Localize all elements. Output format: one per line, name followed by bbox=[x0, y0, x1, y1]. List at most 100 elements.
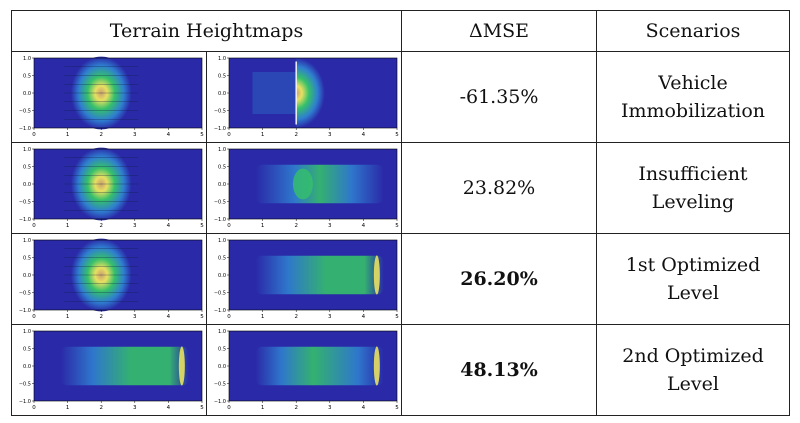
svg-text:0.0: 0.0 bbox=[218, 91, 226, 97]
svg-text:5: 5 bbox=[200, 314, 204, 320]
svg-text:4: 4 bbox=[167, 314, 171, 320]
scenario-label: Vehicle Immobilization bbox=[596, 51, 790, 143]
svg-text:0: 0 bbox=[32, 314, 36, 320]
svg-text:0.0: 0.0 bbox=[23, 182, 31, 188]
svg-text:3: 3 bbox=[133, 132, 137, 138]
mse-value: 48.13% bbox=[401, 324, 597, 416]
header-mse: ΔMSE bbox=[401, 10, 597, 52]
scenario-label: 2nd Optimized Level bbox=[596, 324, 790, 416]
svg-text:−0.5: −0.5 bbox=[19, 291, 31, 297]
svg-text:2: 2 bbox=[99, 314, 103, 320]
mse-value: -61.35% bbox=[401, 51, 597, 143]
heightmap-plot-result: 0 1 2 3 4 5 1.0 0.5 0.0 −0.5 −1.0 bbox=[206, 143, 401, 233]
svg-text:1.0: 1.0 bbox=[218, 56, 226, 62]
svg-text:5: 5 bbox=[395, 132, 399, 138]
svg-text:4: 4 bbox=[362, 405, 366, 411]
header-scenarios: Scenarios bbox=[596, 10, 790, 52]
heightmap-plot-initial: 0 1 2 3 4 5 1.0 0.5 0.0 −0.5 −1.0 bbox=[12, 325, 206, 415]
svg-text:0.5: 0.5 bbox=[23, 256, 31, 262]
heightmap-cell: 0 1 2 3 4 5 1.0 0.5 0.0 −0.5 −1.0 0 1 2 3 4 5 1.0 0.5 0.0 −0… bbox=[11, 51, 402, 143]
table-row: 0 1 2 3 4 5 1.0 0.5 0.0 −0.5 −1.0 0 1 2 3 4 5 1.0 0.5 0.0 −0… bbox=[11, 142, 790, 234]
svg-text:1.0: 1.0 bbox=[23, 329, 31, 335]
table-row: 0 1 2 3 4 5 1.0 0.5 0.0 −0.5 −1.0 0 1 2 3 4 5 1.0 0.5 0.0 −0… bbox=[11, 51, 790, 143]
svg-text:1: 1 bbox=[66, 314, 70, 320]
svg-text:1: 1 bbox=[261, 405, 265, 411]
svg-text:0.0: 0.0 bbox=[218, 364, 226, 370]
svg-text:0.0: 0.0 bbox=[23, 364, 31, 370]
svg-text:0.5: 0.5 bbox=[23, 74, 31, 80]
svg-text:0: 0 bbox=[227, 314, 231, 320]
results-table: Terrain Heightmaps ΔMSE Scenarios 0 1 2 3 4 5… bbox=[11, 10, 790, 416]
heightmap-cell: 0 1 2 3 4 5 1.0 0.5 0.0 −0.5 −1.0 0 1 2 3 4 5 1.0 0.5 0.0 −0… bbox=[11, 324, 402, 416]
svg-text:0.5: 0.5 bbox=[218, 256, 226, 262]
svg-text:0.0: 0.0 bbox=[23, 273, 31, 279]
svg-text:1: 1 bbox=[66, 223, 70, 229]
svg-text:2: 2 bbox=[294, 223, 298, 229]
svg-text:2: 2 bbox=[99, 132, 103, 138]
svg-text:3: 3 bbox=[133, 405, 137, 411]
svg-text:0.5: 0.5 bbox=[23, 165, 31, 171]
svg-text:−1.0: −1.0 bbox=[214, 126, 226, 132]
svg-text:−1.0: −1.0 bbox=[19, 308, 31, 314]
svg-text:3: 3 bbox=[328, 132, 332, 138]
svg-text:5: 5 bbox=[395, 223, 399, 229]
svg-text:−1.0: −1.0 bbox=[19, 399, 31, 405]
svg-text:−0.5: −0.5 bbox=[19, 200, 31, 206]
heightmap-plot-result: 0 1 2 3 4 5 1.0 0.5 0.0 −0.5 −1.0 bbox=[206, 52, 401, 142]
svg-text:4: 4 bbox=[167, 223, 171, 229]
svg-text:0.0: 0.0 bbox=[218, 182, 226, 188]
svg-text:−0.5: −0.5 bbox=[214, 200, 226, 206]
mse-value: 23.82% bbox=[401, 142, 597, 234]
svg-text:−0.5: −0.5 bbox=[214, 291, 226, 297]
svg-text:3: 3 bbox=[133, 314, 137, 320]
svg-text:3: 3 bbox=[133, 223, 137, 229]
svg-text:1.0: 1.0 bbox=[23, 56, 31, 62]
svg-text:4: 4 bbox=[362, 314, 366, 320]
heightmap-plot-result: 0 1 2 3 4 5 1.0 0.5 0.0 −0.5 −1.0 bbox=[206, 234, 401, 324]
svg-text:−1.0: −1.0 bbox=[214, 308, 226, 314]
svg-text:3: 3 bbox=[328, 223, 332, 229]
svg-text:1.0: 1.0 bbox=[23, 238, 31, 244]
svg-text:4: 4 bbox=[167, 132, 171, 138]
svg-text:1: 1 bbox=[261, 223, 265, 229]
svg-text:0.5: 0.5 bbox=[218, 165, 226, 171]
heightmap-plot-initial: 0 1 2 3 4 5 1.0 0.5 0.0 −0.5 −1.0 bbox=[12, 234, 206, 324]
svg-text:4: 4 bbox=[362, 223, 366, 229]
svg-text:0: 0 bbox=[227, 223, 231, 229]
svg-text:0: 0 bbox=[227, 132, 231, 138]
svg-text:1: 1 bbox=[66, 132, 70, 138]
heightmap-plot-result: 0 1 2 3 4 5 1.0 0.5 0.0 −0.5 −1.0 bbox=[206, 325, 401, 415]
svg-text:1.0: 1.0 bbox=[218, 147, 226, 153]
svg-text:0.0: 0.0 bbox=[218, 273, 226, 279]
svg-text:5: 5 bbox=[395, 314, 399, 320]
svg-text:5: 5 bbox=[395, 405, 399, 411]
svg-text:3: 3 bbox=[328, 314, 332, 320]
svg-text:0: 0 bbox=[32, 132, 36, 138]
svg-text:5: 5 bbox=[200, 132, 204, 138]
heightmap-plot-initial: 0 1 2 3 4 5 1.0 0.5 0.0 −0.5 −1.0 bbox=[12, 52, 206, 142]
svg-text:−1.0: −1.0 bbox=[214, 217, 226, 223]
table-row: 0 1 2 3 4 5 1.0 0.5 0.0 −0.5 −1.0 0 1 2 3 4 5 1.0 0.5 0.0 −0… bbox=[11, 324, 790, 416]
svg-text:0: 0 bbox=[32, 405, 36, 411]
svg-text:0.5: 0.5 bbox=[23, 347, 31, 353]
header-heightmaps: Terrain Heightmaps bbox=[11, 10, 402, 52]
svg-text:−1.0: −1.0 bbox=[214, 399, 226, 405]
svg-text:2: 2 bbox=[99, 223, 103, 229]
svg-text:2: 2 bbox=[294, 132, 298, 138]
svg-text:2: 2 bbox=[99, 405, 103, 411]
svg-text:−0.5: −0.5 bbox=[214, 382, 226, 388]
svg-text:4: 4 bbox=[362, 132, 366, 138]
svg-text:0.0: 0.0 bbox=[23, 91, 31, 97]
heightmap-cell: 0 1 2 3 4 5 1.0 0.5 0.0 −0.5 −1.0 0 1 2 3 4 5 1.0 0.5 0.0 −0… bbox=[11, 142, 402, 234]
mse-value: 26.20% bbox=[401, 233, 597, 325]
svg-text:5: 5 bbox=[200, 223, 204, 229]
svg-text:−0.5: −0.5 bbox=[19, 109, 31, 115]
header-row: Terrain Heightmaps ΔMSE Scenarios bbox=[11, 10, 790, 52]
svg-text:−1.0: −1.0 bbox=[19, 126, 31, 132]
scenario-label: Insufficient Leveling bbox=[596, 142, 790, 234]
svg-text:3: 3 bbox=[328, 405, 332, 411]
svg-text:2: 2 bbox=[294, 405, 298, 411]
table-row: 0 1 2 3 4 5 1.0 0.5 0.0 −0.5 −1.0 0 1 2 3 4 5 1.0 0.5 0.0 −0… bbox=[11, 233, 790, 325]
svg-text:0.5: 0.5 bbox=[218, 74, 226, 80]
svg-text:0.5: 0.5 bbox=[218, 347, 226, 353]
